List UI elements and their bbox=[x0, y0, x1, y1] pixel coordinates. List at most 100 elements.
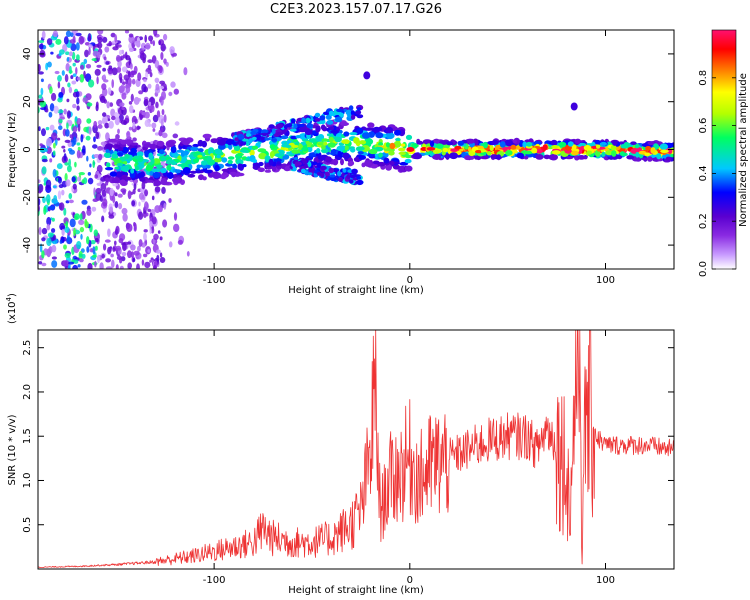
spectral-branch-cell bbox=[351, 168, 358, 175]
spectral-noise-cell bbox=[174, 121, 180, 126]
spectrogram-xtick-label: -100 bbox=[203, 275, 226, 286]
spectral-signal-cell bbox=[269, 144, 276, 150]
spectral-noise-cell bbox=[58, 91, 64, 98]
spectral-signal-cell bbox=[159, 149, 165, 155]
spectral-noise-cell bbox=[77, 123, 81, 132]
spectral-signal-cell bbox=[641, 157, 648, 161]
spectral-noise-cell bbox=[163, 114, 167, 123]
spectral-noise-cell bbox=[133, 250, 140, 256]
spectral-signal-cell bbox=[160, 167, 167, 174]
spectral-noise-cell bbox=[96, 64, 102, 68]
spectral-noise-cell bbox=[144, 71, 149, 79]
spectral-signal-cell bbox=[523, 150, 533, 155]
spectral-noise-cell bbox=[115, 134, 120, 140]
spectral-signal-cell bbox=[105, 177, 110, 183]
spectral-noise-cell bbox=[117, 44, 122, 48]
spectral-noise-cell bbox=[129, 105, 134, 114]
spectral-noise-cell bbox=[163, 58, 167, 64]
spectral-signal-cell bbox=[203, 169, 213, 174]
spectral-noise-cell bbox=[74, 161, 77, 168]
spectral-signal-cell bbox=[253, 162, 260, 167]
spectral-signal-cell bbox=[241, 164, 247, 168]
spectral-noise-cell bbox=[152, 265, 157, 269]
spectral-noise-cell bbox=[138, 192, 145, 200]
spectral-signal-cell bbox=[217, 139, 227, 146]
spectral-noise-cell bbox=[76, 97, 80, 105]
spectral-noise-cell bbox=[120, 84, 125, 92]
spectral-noise-cell bbox=[155, 249, 161, 254]
spectral-signal-cell bbox=[273, 158, 282, 162]
spectral-noise-cell bbox=[148, 101, 152, 107]
spectral-noise-cell bbox=[101, 83, 107, 91]
spectral-noise-cell bbox=[161, 186, 166, 194]
spectral-noise-cell bbox=[143, 78, 147, 83]
spectral-noise-cell bbox=[115, 245, 122, 251]
spectral-noise-cell bbox=[110, 253, 114, 258]
spectral-signal-cell bbox=[630, 148, 638, 154]
spectral-signal-cell bbox=[144, 150, 149, 158]
spectral-noise-cell bbox=[85, 73, 92, 82]
spectral-noise-cell bbox=[75, 91, 80, 98]
spectral-noise-cell bbox=[122, 54, 126, 59]
spectral-noise-cell bbox=[168, 241, 173, 248]
spectral-noise-cell bbox=[68, 193, 73, 200]
spectral-noise-cell bbox=[68, 51, 73, 57]
spectral-signal-cell bbox=[236, 152, 244, 157]
spectral-signal-cell bbox=[145, 164, 153, 172]
spectral-noise-cell bbox=[105, 61, 110, 65]
spectral-noise-cell bbox=[88, 44, 93, 49]
spectral-noise-cell bbox=[107, 246, 112, 255]
spectral-signal-cell bbox=[406, 147, 415, 152]
spectral-signal-cell bbox=[116, 152, 124, 157]
spectral-signal-cell bbox=[197, 154, 203, 158]
spectral-noise-cell bbox=[38, 179, 41, 184]
spectral-signal-cell bbox=[411, 143, 418, 149]
spectral-signal-cell bbox=[236, 159, 244, 165]
spectral-branch-cell bbox=[271, 128, 276, 135]
spectral-signal-cell bbox=[536, 148, 543, 154]
spectral-noise-cell bbox=[77, 264, 81, 268]
spectral-signal-cell bbox=[356, 128, 364, 135]
spectral-noise-cell bbox=[107, 228, 111, 237]
spectral-signal-cell bbox=[647, 141, 655, 146]
spectral-noise-cell bbox=[48, 205, 55, 210]
spectral-noise-cell bbox=[183, 67, 188, 76]
spectral-noise-cell bbox=[115, 264, 119, 269]
snr-ytick-label: 0.5 bbox=[22, 517, 33, 533]
spectral-noise-cell bbox=[93, 187, 96, 196]
spectral-signal-cell bbox=[341, 139, 350, 144]
spectral-noise-cell bbox=[177, 239, 183, 245]
spectral-noise-cell bbox=[115, 54, 121, 63]
spectral-signal-cell bbox=[332, 158, 339, 166]
spectral-noise-cell bbox=[103, 74, 106, 79]
spectral-signal-cell bbox=[449, 152, 458, 160]
spectral-branch-cell bbox=[345, 109, 353, 116]
spectral-signal-cell bbox=[558, 141, 567, 148]
spectral-noise-cell bbox=[154, 205, 161, 214]
spectral-noise-cell bbox=[51, 244, 57, 253]
spectral-noise-cell bbox=[59, 239, 63, 244]
spectral-noise-cell bbox=[159, 236, 163, 241]
spectral-branch-cell bbox=[308, 166, 316, 173]
spectral-noise-cell bbox=[102, 67, 106, 72]
snr-xtick-label: 0 bbox=[407, 575, 413, 586]
spectral-noise-cell bbox=[156, 110, 161, 118]
spectral-noise-cell bbox=[57, 176, 63, 184]
spectral-noise-cell bbox=[124, 30, 130, 34]
spectral-noise-cell bbox=[109, 206, 114, 214]
spectral-noise-cell bbox=[106, 43, 112, 47]
spectral-signal-cell bbox=[334, 136, 342, 143]
spectral-noise-cell bbox=[155, 83, 160, 91]
spectral-noise-cell bbox=[151, 226, 155, 234]
spectral-signal-cell bbox=[190, 146, 199, 152]
spectral-noise-cell bbox=[132, 188, 136, 195]
spectral-branch-cell bbox=[342, 168, 347, 173]
spectral-signal-cell bbox=[145, 179, 155, 183]
spectral-signal-cell bbox=[150, 158, 155, 165]
spectral-noise-cell bbox=[76, 54, 80, 61]
spectral-noise-cell bbox=[121, 242, 125, 246]
spectrogram-ytick-label: 20 bbox=[22, 95, 33, 108]
spectral-signal-cell bbox=[236, 172, 245, 177]
spectral-noise-cell bbox=[79, 74, 85, 83]
spectral-signal-cell bbox=[446, 141, 454, 146]
